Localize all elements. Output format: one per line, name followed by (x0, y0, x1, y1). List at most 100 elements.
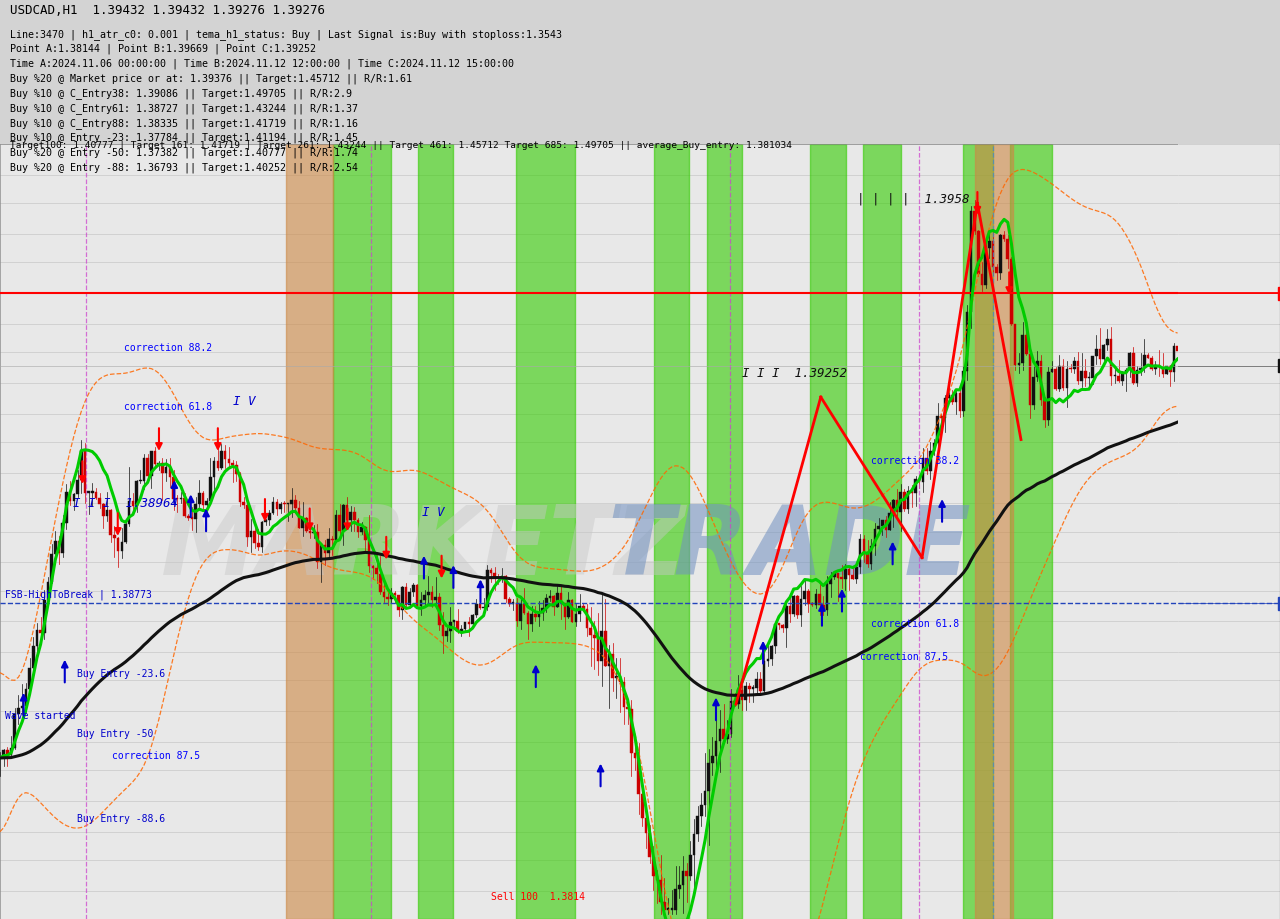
Bar (818, 595, 820, 606)
Bar (14, 715, 17, 748)
Bar (1117, 377, 1120, 382)
Bar (220, 451, 223, 469)
Bar (58, 541, 60, 553)
Bar (973, 212, 975, 233)
Bar (291, 500, 293, 505)
Text: I V: I V (233, 395, 256, 408)
Bar (833, 573, 836, 577)
Bar (1018, 364, 1020, 366)
Bar (257, 543, 260, 547)
Bar (1176, 346, 1179, 351)
Bar (733, 701, 736, 705)
Bar (457, 621, 460, 631)
Bar (54, 541, 56, 554)
Text: Line:3470 | h1_atr_c0: 0.001 | tema_h1_status: Buy | Last Signal is:Buy with sto: Line:3470 | h1_atr_c0: 0.001 | tema_h1_s… (10, 29, 562, 40)
Bar (332, 539, 334, 540)
Bar (128, 501, 131, 525)
Text: I I I  1.38964: I I I 1.38964 (73, 496, 178, 509)
Text: | | | |  1.3958: | | | | 1.3958 (858, 192, 970, 205)
Bar (996, 267, 998, 274)
Bar (1161, 368, 1164, 374)
Bar (671, 908, 673, 910)
Bar (763, 661, 765, 691)
Bar (0, 757, 1, 758)
Bar (714, 741, 718, 756)
Text: Buy %20 @ Market price or at: 1.39376 || Target:1.45712 || R/R:1.61: Buy %20 @ Market price or at: 1.39376 ||… (10, 74, 412, 84)
Bar (1029, 355, 1032, 405)
Bar (198, 494, 201, 505)
Bar (608, 653, 611, 666)
Bar (1165, 367, 1167, 374)
Bar (1158, 366, 1161, 368)
Bar (771, 647, 773, 660)
Bar (841, 577, 844, 579)
Bar (419, 145, 453, 919)
Bar (161, 463, 164, 473)
Bar (630, 709, 632, 754)
Bar (375, 568, 378, 574)
Bar (261, 523, 264, 547)
Bar (61, 524, 64, 553)
Bar (596, 639, 599, 662)
Bar (1169, 367, 1171, 372)
Bar (896, 501, 899, 512)
Bar (1010, 145, 1052, 919)
Bar (837, 573, 840, 579)
Bar (700, 805, 703, 816)
Bar (1021, 335, 1024, 364)
Bar (479, 605, 481, 608)
Bar (1047, 372, 1050, 420)
Bar (822, 606, 824, 611)
Bar (730, 701, 732, 734)
Bar (1114, 376, 1116, 377)
Bar (460, 629, 463, 631)
Bar (1132, 353, 1134, 384)
Bar (298, 508, 301, 528)
Bar (575, 615, 577, 622)
Bar (1073, 362, 1075, 369)
Bar (316, 532, 319, 562)
Bar (541, 608, 544, 614)
Text: USDCAD,H1  1.39432 1.39432 1.39276 1.39276: USDCAD,H1 1.39432 1.39432 1.39276 1.3927… (10, 5, 325, 17)
Text: Time A:2024.11.06 00:00:00 | Time B:2024.11.12 12:00:00 | Time C:2024.11.12 15:0: Time A:2024.11.06 00:00:00 | Time B:2024… (10, 59, 515, 69)
Bar (486, 570, 489, 607)
Bar (655, 876, 658, 880)
Bar (1014, 325, 1016, 366)
Bar (504, 576, 507, 599)
Bar (40, 630, 42, 633)
Bar (696, 816, 699, 834)
Bar (579, 606, 581, 615)
Bar (28, 668, 31, 689)
Bar (420, 600, 422, 607)
Bar (637, 758, 640, 794)
Bar (238, 474, 241, 503)
Bar (1110, 339, 1112, 377)
Bar (910, 491, 913, 493)
Bar (626, 708, 628, 709)
Bar (191, 517, 193, 519)
Bar (704, 790, 707, 805)
Bar (116, 539, 119, 551)
Bar (929, 451, 932, 471)
Bar (847, 570, 850, 575)
Bar (707, 145, 742, 919)
Bar (943, 399, 946, 419)
Bar (1147, 356, 1149, 358)
Bar (722, 730, 724, 739)
Text: correction 87.5: correction 87.5 (111, 751, 200, 761)
Bar (984, 249, 987, 286)
Bar (1076, 362, 1079, 382)
Bar (977, 233, 979, 274)
Bar (778, 624, 781, 625)
Bar (1025, 335, 1028, 355)
Bar (24, 689, 27, 707)
Bar (553, 596, 556, 607)
Text: Buy %20 @ Entry -88: 1.36793 || Target:1.40252 || R/R:2.54: Buy %20 @ Entry -88: 1.36793 || Target:1… (10, 163, 358, 173)
Bar (654, 145, 689, 919)
Bar (900, 493, 902, 512)
Bar (863, 539, 865, 553)
Bar (265, 521, 268, 523)
Bar (759, 680, 762, 691)
Bar (870, 547, 873, 565)
Bar (357, 520, 360, 533)
